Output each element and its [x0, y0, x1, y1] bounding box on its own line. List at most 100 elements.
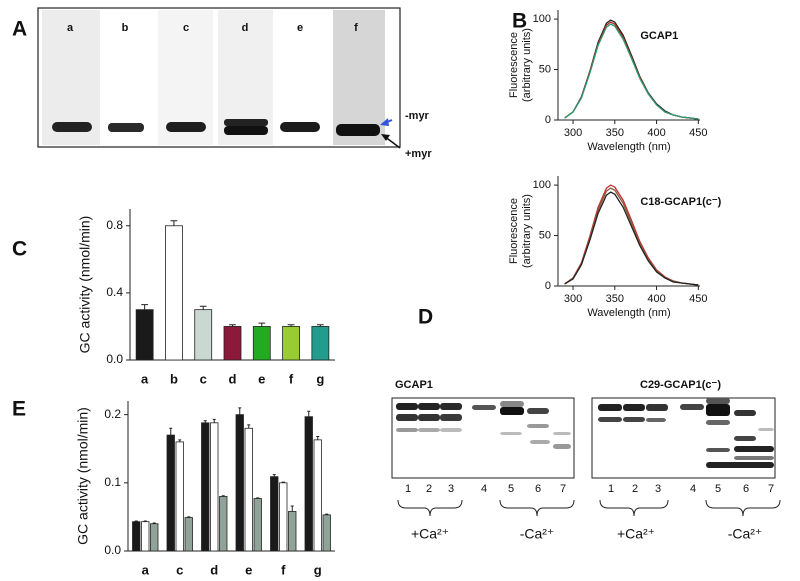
error-bar: [307, 410, 311, 417]
error-bar: [170, 220, 178, 226]
condition-label: -Ca²⁺: [520, 526, 555, 542]
bar: [135, 309, 154, 361]
error-bar: [212, 418, 216, 423]
y-axis-label: GC activity (nmol/min): [75, 407, 91, 545]
lane-number: 5: [715, 483, 721, 495]
error-bar: [221, 495, 225, 497]
band: [734, 436, 756, 441]
lane-number: 7: [768, 483, 774, 495]
error-bar: [316, 435, 320, 440]
line-series: [564, 23, 699, 120]
lane-label: b: [122, 22, 129, 34]
x-tick-label: c: [176, 562, 183, 577]
band: [598, 417, 622, 422]
y-tick-label: 100: [533, 179, 551, 191]
blot-title: GCAP1: [395, 379, 433, 391]
band: [440, 414, 462, 421]
lane-number: 2: [426, 483, 432, 495]
band: [734, 446, 774, 452]
band: [530, 440, 550, 444]
x-tick-label: d: [210, 562, 218, 577]
x-tick-label: c: [200, 371, 207, 386]
bar: [175, 441, 184, 552]
y-tick-label: 0.4: [106, 285, 123, 299]
band: [527, 424, 549, 428]
error-bar: [316, 324, 324, 327]
lane-bg: [333, 10, 385, 145]
error-bar: [272, 474, 276, 477]
band: [396, 414, 418, 421]
bar: [253, 498, 262, 552]
x-tick-label: f: [289, 371, 294, 386]
arrow-head: [381, 134, 390, 141]
bar: [322, 514, 331, 552]
lane-number: 4: [690, 483, 696, 495]
y-tick-label: 50: [539, 229, 551, 241]
y-tick-label: 0.8: [106, 218, 123, 232]
bar: [313, 439, 322, 552]
lane-number: 5: [508, 483, 514, 495]
lane-number: 7: [560, 483, 566, 495]
y-tick-label: 100: [533, 13, 551, 25]
line-series: [564, 191, 699, 286]
x-tick-label: 450: [689, 127, 707, 139]
panel-label: E: [12, 398, 26, 421]
lane-number: 3: [655, 483, 661, 495]
condition-label: +Ca²⁺: [617, 526, 655, 542]
bar: [288, 511, 297, 552]
lane-label: a: [67, 22, 74, 34]
panel-label: C: [12, 238, 27, 261]
x-tick-label: e: [245, 562, 252, 577]
bar: [194, 309, 213, 361]
band: [598, 404, 622, 411]
band: [680, 404, 704, 410]
condition-label: -Ca²⁺: [728, 526, 763, 542]
band: [224, 119, 268, 126]
x-tick-label: 350: [606, 293, 624, 305]
lane-label: c: [183, 22, 189, 34]
band: [706, 448, 730, 452]
y-axis-label: (arbitrary units): [521, 194, 533, 268]
bracket: [499, 499, 575, 517]
panel-label: D: [418, 306, 433, 329]
band: [280, 122, 320, 132]
band: [440, 403, 462, 410]
bar: [311, 326, 330, 361]
y-tick-label: 0.0: [106, 352, 123, 366]
error-bar: [187, 516, 191, 518]
lane-number: 1: [608, 483, 614, 495]
band: [396, 403, 418, 410]
band: [553, 444, 571, 449]
band: [52, 122, 92, 132]
y-axis-label: (arbitrary units): [521, 28, 533, 102]
bar: [150, 523, 159, 552]
blot-title: C29-GCAP1(c⁻): [640, 379, 721, 391]
y-axis-label: Fluorescence: [508, 198, 520, 264]
y-tick-label: 0: [545, 280, 551, 292]
x-tick-label: d: [229, 371, 237, 386]
lane-number: 2: [632, 483, 638, 495]
bar: [282, 326, 300, 361]
bar: [201, 422, 210, 552]
bar: [244, 427, 253, 552]
x-axis-label: Wavelength (nm): [587, 307, 670, 319]
band: [166, 122, 206, 132]
bar: [235, 414, 244, 552]
line-series: [564, 19, 699, 120]
band: [706, 420, 730, 425]
band: [623, 417, 645, 422]
error-bar: [229, 324, 236, 327]
error-bar: [203, 420, 207, 423]
marker-label: -myr: [405, 110, 430, 122]
x-tick-label: g: [316, 371, 324, 386]
bar: [141, 521, 150, 552]
lane-label: f: [354, 22, 358, 34]
lane-label: d: [242, 22, 249, 34]
band: [418, 403, 440, 410]
lane-number: 4: [481, 483, 487, 495]
error-bar: [143, 520, 147, 522]
band: [396, 428, 418, 432]
error-bar: [152, 522, 156, 524]
